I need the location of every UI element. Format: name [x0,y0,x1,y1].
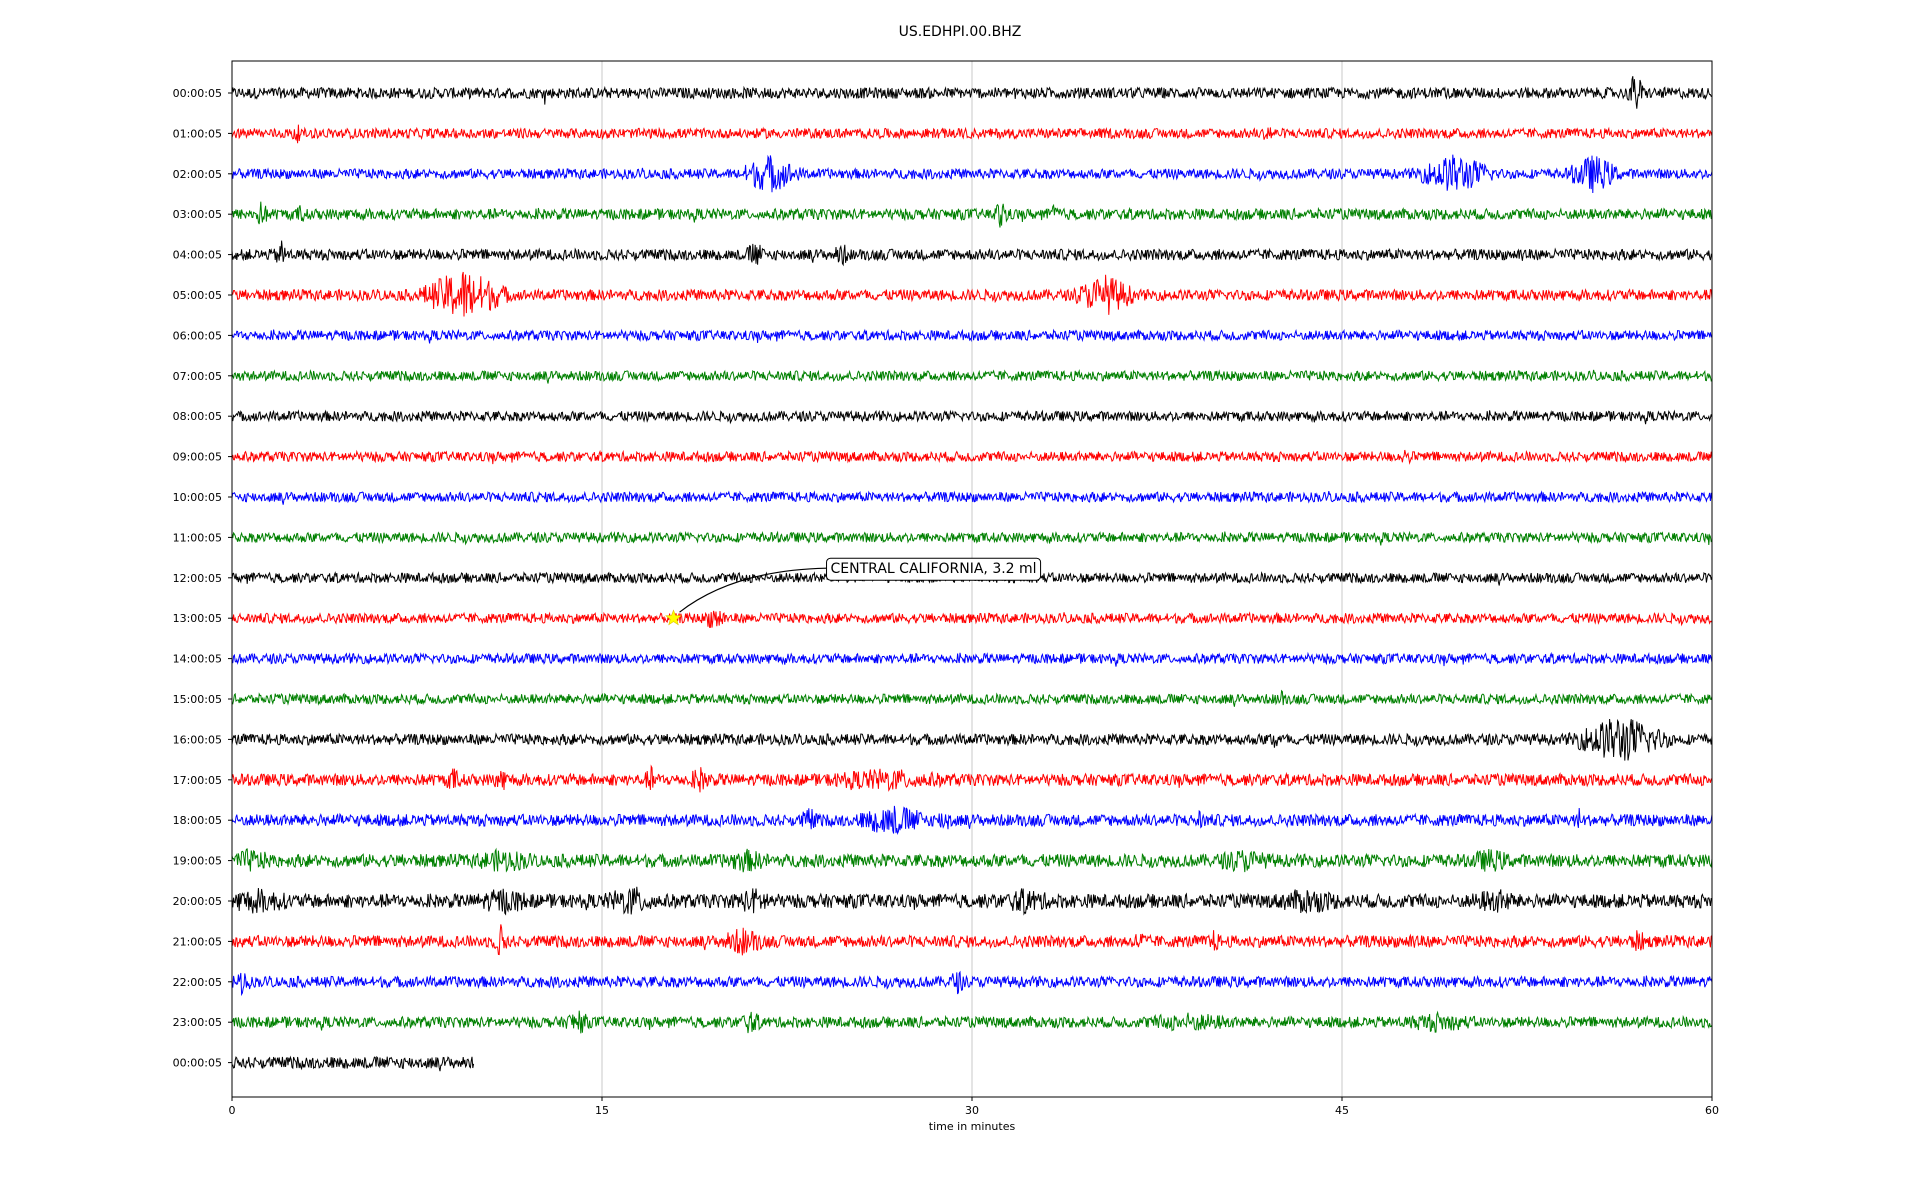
trace-line [231,1010,1713,1034]
row-time-label: 04:00:05 [173,249,222,262]
trace-line [231,764,1713,793]
row-time-label: 02:00:05 [173,168,222,181]
row-time-label: 22:00:05 [173,976,222,989]
trace-line [231,201,1713,228]
x-tick-label: 60 [1705,1104,1719,1117]
trace-line [231,240,1713,267]
trace-line [231,449,1713,465]
row-time-label: 03:00:05 [173,208,222,221]
annotation-leader-line [679,567,827,613]
trace-line [231,718,1713,761]
row-time-label: 16:00:05 [173,733,222,746]
row-time-label: 10:00:05 [173,491,222,504]
trace-line [231,328,1713,344]
row-time-label: 01:00:05 [173,127,222,140]
row-time-label: 19:00:05 [173,855,222,868]
chart-title: US.EDHPI.00.BHZ [899,24,1022,40]
row-time-label: 00:00:05 [173,1057,222,1070]
row-time-label: 12:00:05 [173,572,222,585]
row-time-label: 05:00:05 [173,289,222,302]
trace-line [231,805,1713,835]
annotation-box [826,557,1042,581]
x-axis-label: time in minutes [929,1120,1016,1133]
row-time-label: 18:00:05 [173,814,222,827]
trace-line [231,369,1713,384]
trace-line [231,970,1713,997]
row-time-label: 13:00:05 [173,612,222,625]
row-time-label: 09:00:05 [173,451,222,464]
row-label-group: 00:00:05 01:00:05 02:00:05 03:00:05 04:00:05… [173,87,232,1070]
trace-line [231,886,1713,916]
row-time-label: 14:00:05 [173,653,222,666]
trace-line [231,1055,475,1072]
row-time-label: 00:00:05 [173,87,222,100]
x-axis: 0 15 30 45 60 [229,1097,1719,1117]
row-time-label: 21:00:05 [173,935,222,948]
trace-line [231,610,1713,628]
x-tick-label: 45 [1335,1104,1349,1117]
annotation-label: CENTRAL CALIFORNIA, 3.2 ml [831,561,1037,577]
trace-line [231,924,1713,956]
row-time-label: 06:00:05 [173,329,222,342]
x-tick-label: 30 [965,1104,979,1117]
event-star-icon [665,609,682,626]
trace-line [231,490,1713,505]
x-tick-label: 0 [229,1104,236,1117]
trace-line [231,651,1713,667]
row-time-label: 20:00:05 [173,895,222,908]
row-time-label: 08:00:05 [173,410,222,423]
x-tick-label: 15 [595,1104,609,1117]
row-time-label: 11:00:05 [173,531,222,544]
trace-line [231,124,1713,144]
event-annotation: CENTRAL CALIFORNIA, 3.2 ml [665,557,1042,626]
trace-line [231,847,1713,873]
trace-line [231,76,1713,109]
trace-line [231,271,1713,317]
plot-frame [231,60,1713,1098]
row-time-label: 17:00:05 [173,774,222,787]
row-time-label: 15:00:05 [173,693,222,706]
trace-group [231,76,1713,1072]
trace-line [231,409,1713,425]
trace-line [231,154,1713,194]
row-time-label: 23:00:05 [173,1016,222,1029]
row-time-label: 07:00:05 [173,370,222,383]
trace-line [231,530,1713,546]
trace-line [231,689,1713,707]
